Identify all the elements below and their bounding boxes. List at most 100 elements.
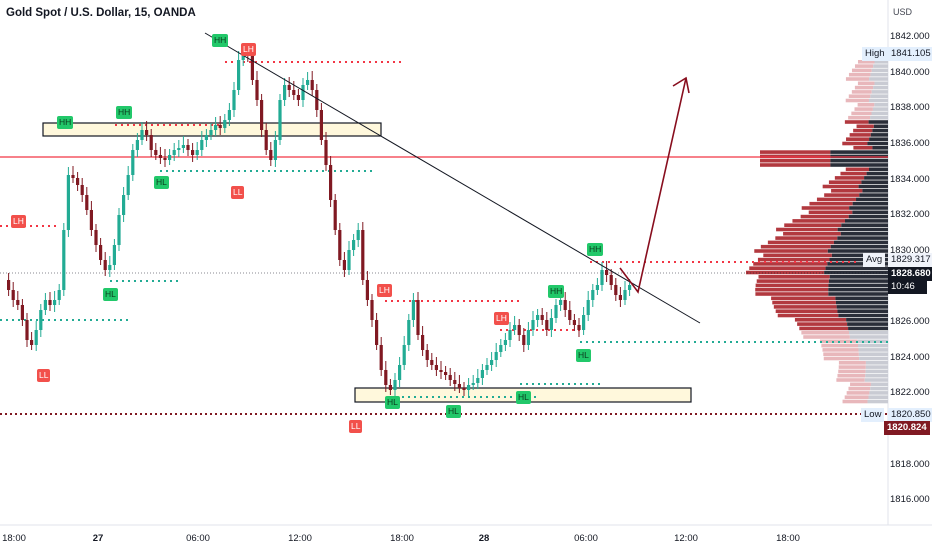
candle-body	[347, 250, 351, 270]
candle-body	[444, 372, 448, 375]
volume-bar	[874, 60, 888, 64]
candle-body	[53, 300, 57, 305]
candle-body	[499, 345, 503, 352]
volume-bar	[816, 197, 857, 202]
volume-bar	[868, 120, 888, 124]
volume-bar	[849, 335, 888, 339]
volume-bar	[851, 90, 872, 94]
candle-body	[618, 295, 622, 300]
volume-bar	[760, 158, 831, 163]
volume-bar	[867, 399, 888, 404]
candle-body	[7, 280, 11, 290]
currency-label[interactable]: USD	[893, 7, 913, 17]
candle-body	[434, 365, 438, 370]
volume-bar	[757, 257, 830, 262]
symbol-title[interactable]: Gold Spot / U.S. Dollar, 15, OANDA	[6, 7, 196, 19]
candle-body	[20, 305, 24, 320]
low-value: 1820.850	[888, 408, 932, 422]
volume-bar	[848, 72, 871, 77]
candle-body	[99, 245, 103, 260]
candle-body	[186, 145, 190, 150]
volume-bar	[870, 386, 888, 391]
volume-bar	[801, 330, 850, 335]
volume-bar	[874, 103, 888, 107]
candle-body	[540, 315, 544, 320]
projection-path[interactable]	[619, 77, 687, 294]
volume-bar	[838, 313, 888, 318]
volume-bar	[858, 348, 888, 352]
volume-bar	[867, 141, 888, 146]
candle-body	[287, 85, 291, 90]
volume-bar	[865, 373, 888, 378]
candle-body	[388, 385, 392, 390]
pivot-tag-hh: HH	[116, 106, 133, 119]
volume-bar	[869, 77, 888, 81]
volume-bar	[837, 236, 888, 240]
candle-body	[582, 315, 586, 330]
candle-body	[163, 158, 167, 160]
candle-body	[494, 352, 498, 360]
volume-bar	[848, 326, 888, 331]
candle-body	[365, 280, 369, 300]
volume-bar	[828, 180, 862, 184]
volume-bar	[840, 232, 888, 236]
candle-body	[80, 185, 84, 195]
candle-body	[195, 150, 199, 155]
volume-bar	[824, 193, 860, 197]
volume-bar	[756, 279, 829, 283]
volume-bar	[755, 292, 829, 296]
volume-bar	[828, 279, 888, 283]
candle-body	[112, 245, 116, 265]
candle-body	[554, 305, 558, 318]
volume-bar	[857, 339, 888, 344]
pivot-tag-ll: LL	[231, 186, 245, 199]
pivot-tag-ll: LL	[37, 369, 51, 382]
candle-body	[168, 155, 172, 160]
candle-body	[223, 120, 227, 128]
volume-bar	[833, 240, 888, 245]
candle-body	[16, 300, 20, 305]
candle-body	[522, 335, 526, 345]
volume-bar	[830, 163, 888, 167]
volume-bar	[850, 382, 871, 387]
volume-bar	[858, 352, 888, 356]
volume-bar	[822, 184, 859, 189]
candle-body	[407, 320, 411, 345]
candle-body	[108, 265, 112, 270]
descending-trendline[interactable]	[204, 32, 701, 324]
candle-body	[453, 380, 457, 384]
candle-body	[94, 230, 98, 245]
volume-bar	[847, 322, 888, 326]
volume-bar	[858, 184, 888, 189]
candle-body	[301, 85, 305, 100]
candle-body	[39, 310, 43, 330]
candle-body	[480, 370, 484, 378]
volume-bar	[825, 266, 888, 270]
volume-bar	[837, 309, 888, 313]
candle-body	[568, 310, 572, 320]
candle-body	[145, 130, 149, 135]
volume-bar	[801, 206, 850, 210]
volume-bar	[848, 94, 871, 98]
candle-body	[71, 175, 75, 178]
price-tick: 1836.000	[890, 138, 930, 149]
volume-bar	[835, 300, 888, 305]
volume-bar	[842, 399, 868, 404]
candle-body	[623, 290, 627, 300]
candle-body	[531, 320, 535, 330]
pivot-tag-ll: LL	[349, 420, 363, 433]
candle-body	[384, 370, 388, 385]
price-tick: 1816.000	[890, 494, 930, 505]
volume-bar	[809, 201, 853, 206]
candle-body	[370, 300, 374, 320]
volume-bar	[792, 219, 845, 223]
candle-body	[158, 155, 162, 158]
volume-bar	[844, 395, 869, 399]
volume-bar	[870, 94, 888, 98]
volume-bar	[870, 133, 888, 137]
time-tick: 28	[478, 533, 490, 544]
volume-bar	[803, 335, 850, 339]
volume-bar	[836, 378, 865, 382]
volume-bar	[846, 318, 888, 322]
